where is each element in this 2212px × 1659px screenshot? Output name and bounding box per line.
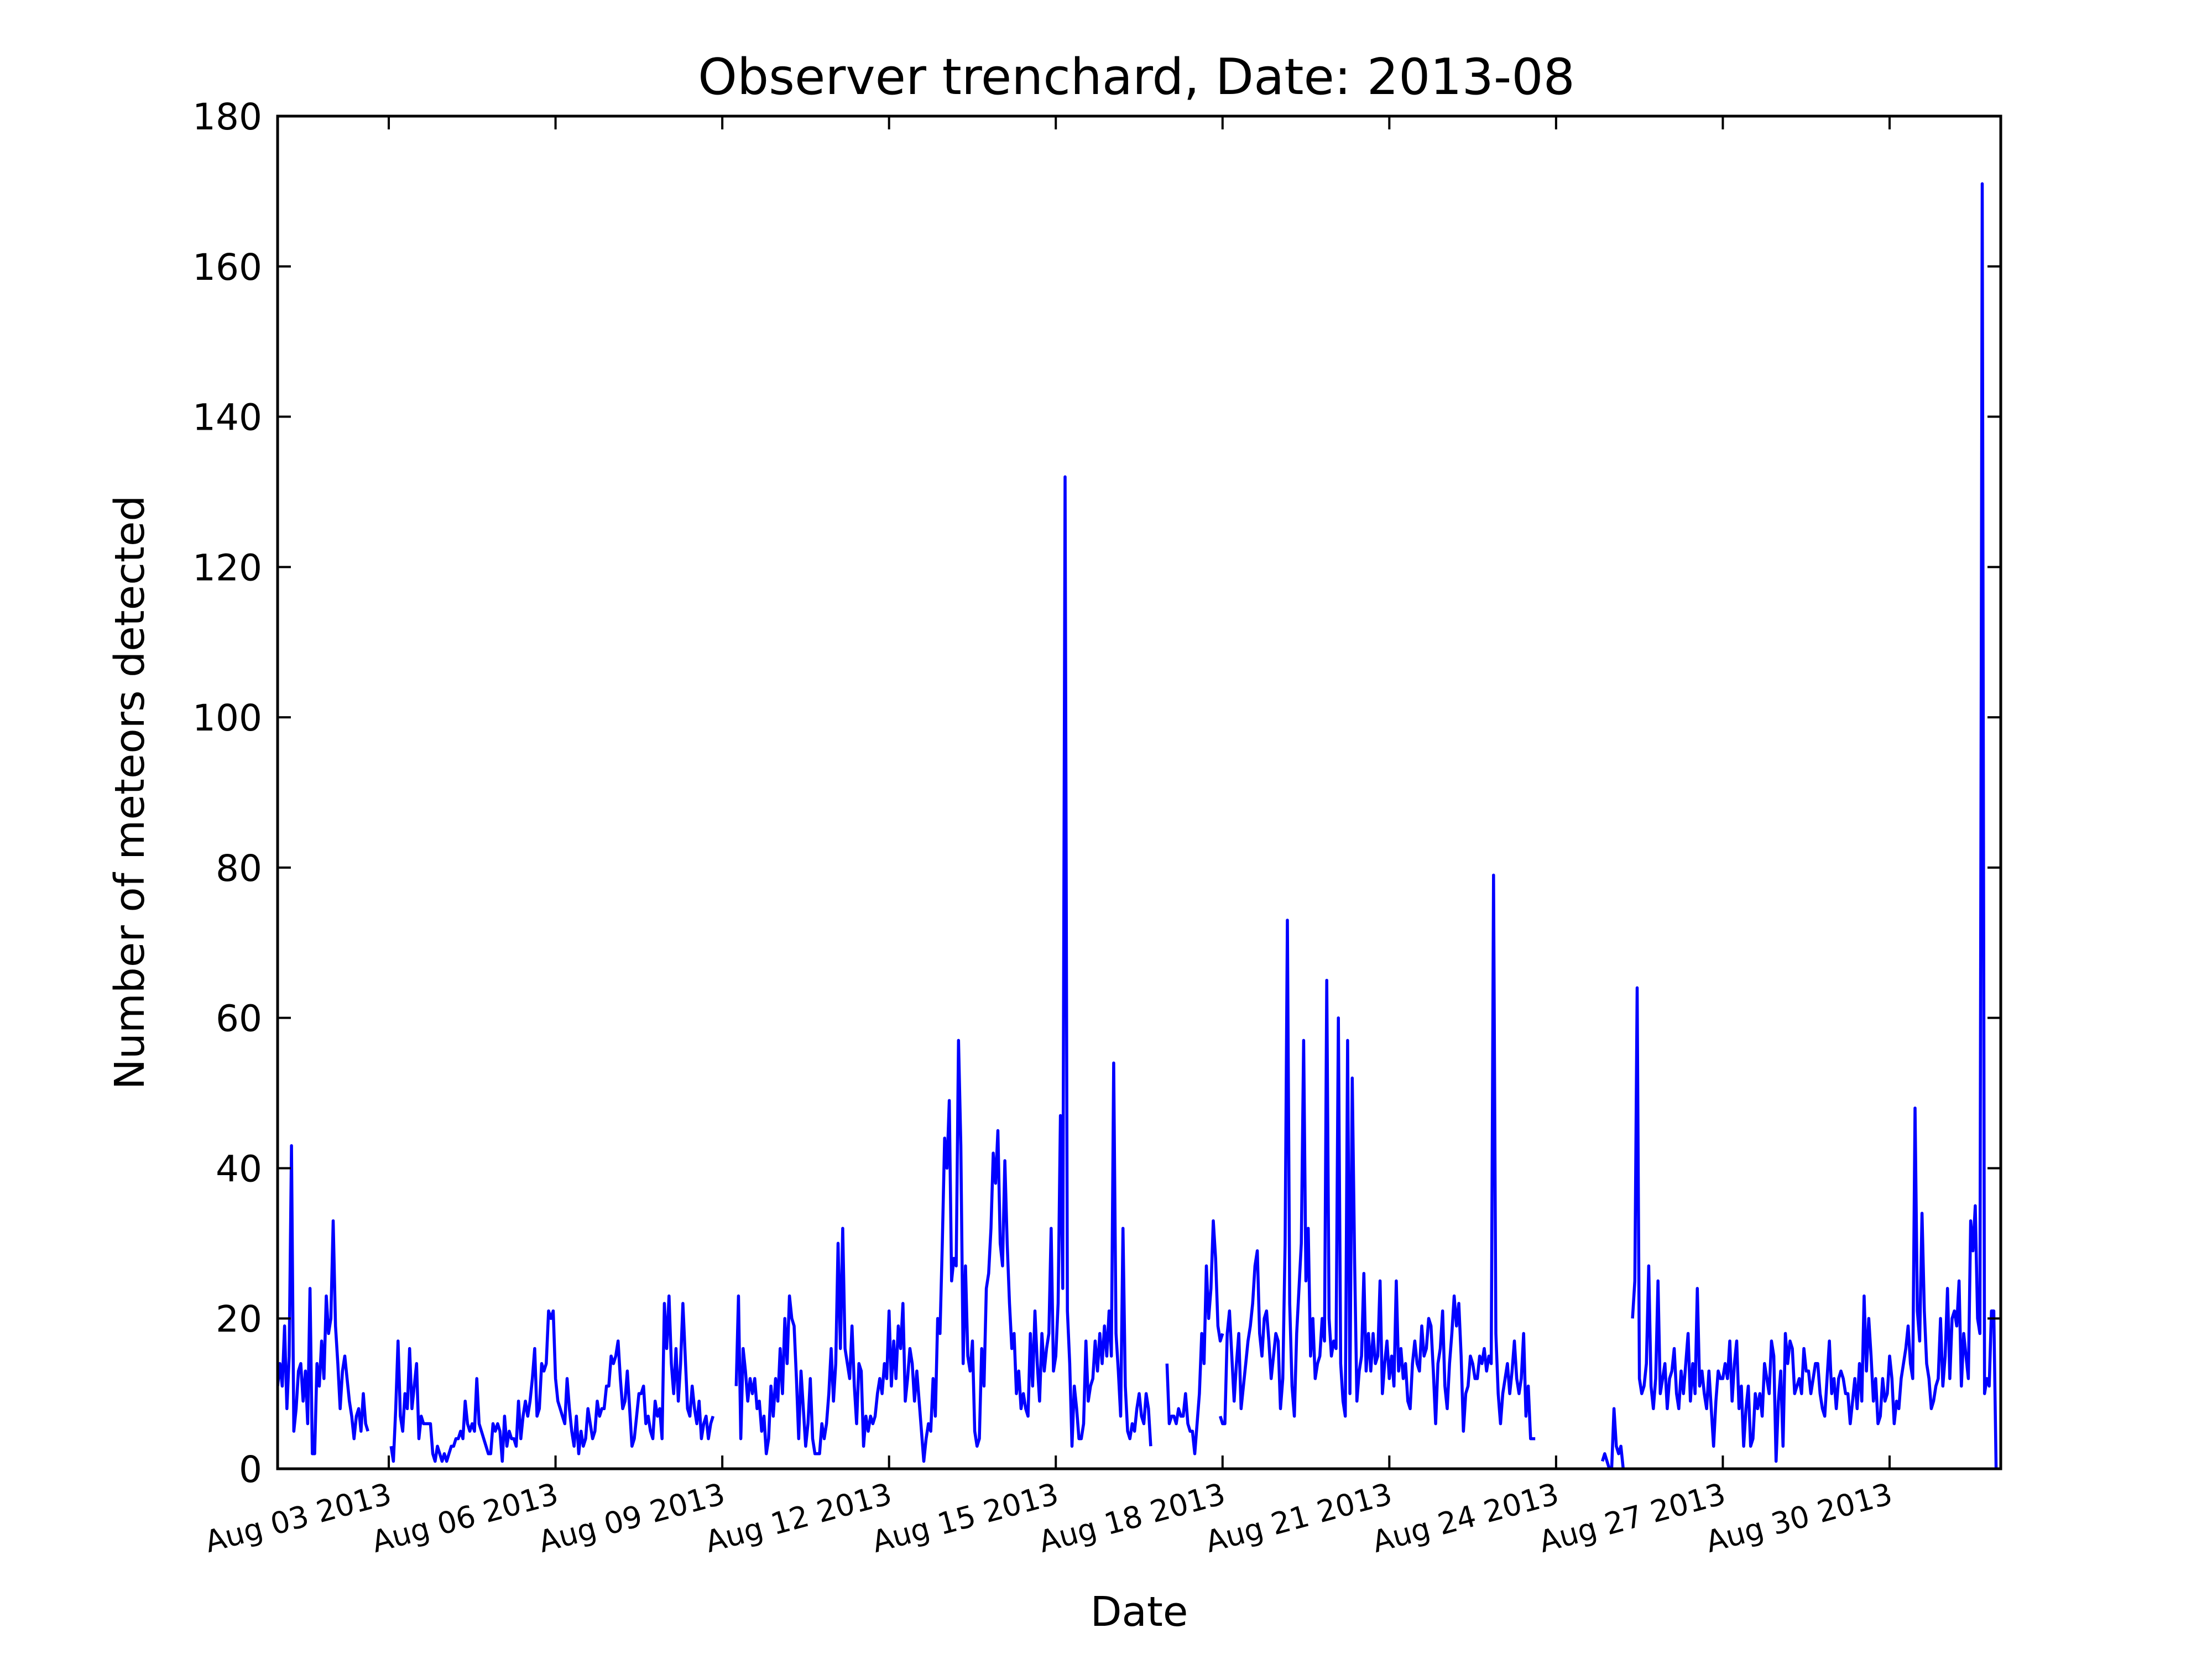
series-0-segment-3: [1165, 1219, 1224, 1455]
x-axis-label: Date: [1091, 1588, 1188, 1636]
y-tick-label-20: 20: [216, 1298, 262, 1340]
plot-frame: [276, 114, 2002, 1470]
series-0-segment-2: [734, 475, 1152, 1463]
y-tick-label-120: 120: [192, 546, 262, 589]
y-axis: 0 20 40 60 80 100 120 140 160 180: [192, 96, 2001, 1491]
series-0-segment-1: [389, 1294, 715, 1463]
series-layer: [278, 182, 1998, 1469]
series-1-segment-1: [1631, 182, 1998, 1469]
y-tick-label-140: 140: [192, 397, 262, 439]
y-tick-label-0: 0: [239, 1448, 262, 1491]
y-tick-label-60: 60: [216, 998, 262, 1040]
series-0-segment-4: [1218, 873, 1536, 1441]
y-tick-label-80: 80: [216, 847, 262, 890]
y-tick-label-160: 160: [192, 246, 262, 289]
y-tick-label-100: 100: [192, 697, 262, 739]
chart-title: Observer trenchard, Date: 2013-08: [698, 48, 1575, 106]
y-tick-label-180: 180: [192, 96, 262, 138]
y-tick-label-40: 40: [216, 1147, 262, 1190]
series-1-segment-0: [1600, 1407, 1625, 1469]
y-axis-label: Number of meteors detected: [106, 495, 154, 1090]
series-0-segment-0: [278, 1144, 369, 1455]
